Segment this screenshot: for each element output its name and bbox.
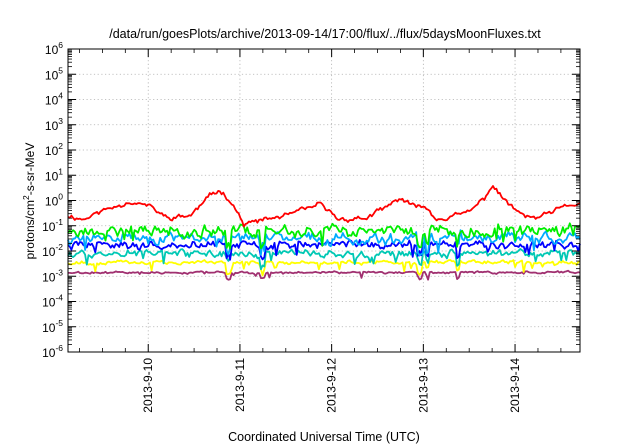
plot-frame xyxy=(67,48,581,353)
y-tick-label-base: 10 xyxy=(45,43,59,57)
y-tick-label-exponent: 5 xyxy=(58,65,63,75)
series-line xyxy=(67,185,581,228)
y-tick-label: 104 xyxy=(45,91,63,108)
y-tick-label-exponent: -2 xyxy=(55,242,63,252)
x-axis-label: Coordinated Universal Time (UTC) xyxy=(228,430,420,444)
series-line xyxy=(68,269,581,281)
x-tick-labels: 2013-9-10 2013-9-11 2013-9-12 2013-9-13 2013… xyxy=(141,358,522,413)
y-tick-labels: 10-610-510-410-310-210-11001011021031041… xyxy=(42,40,63,360)
y-tick-label-base: 10 xyxy=(45,68,59,82)
y-tick-label: 105 xyxy=(45,65,63,82)
axis-ticks xyxy=(68,48,580,353)
y-axis-label-prefix: protons/cm xyxy=(23,200,37,259)
y-tick-label-base: 10 xyxy=(45,144,59,158)
y-tick-label: 10-4 xyxy=(42,293,63,310)
y-tick-label: 10-2 xyxy=(42,242,63,259)
y-tick-label-exponent: -3 xyxy=(55,267,63,277)
x-tick-label: 2013-9-13 xyxy=(416,358,430,413)
y-tick-label-base: 10 xyxy=(42,321,56,335)
y-tick-label-base: 10 xyxy=(42,270,56,284)
series-line xyxy=(67,259,581,277)
y-tick-label-base: 10 xyxy=(45,94,59,108)
series-line xyxy=(67,247,581,271)
y-tick-label: 101 xyxy=(45,166,63,183)
y-tick-label: 102 xyxy=(45,141,63,158)
y-tick-label: 103 xyxy=(45,116,63,133)
chart-title: /data/run/goesPlots/archive/2013-09-14/1… xyxy=(109,27,541,41)
series-line xyxy=(67,222,581,250)
y-tick-label-base: 10 xyxy=(45,169,59,183)
y-tick-label-base: 10 xyxy=(42,346,56,360)
y-tick-label: 10-5 xyxy=(42,318,63,335)
y-tick-label: 106 xyxy=(45,40,63,57)
series-layer xyxy=(67,185,581,281)
y-tick-label-exponent: -1 xyxy=(55,217,63,227)
y-tick-label-base: 10 xyxy=(45,195,59,209)
y-tick-label-base: 10 xyxy=(45,119,59,133)
y-tick-label: 100 xyxy=(45,192,63,209)
y-tick-label-exponent: -6 xyxy=(55,343,63,353)
y-tick-label-exponent: 2 xyxy=(58,141,63,151)
y-tick-label-exponent: 6 xyxy=(58,40,63,50)
y-axis-label-suffix: -s-sr-MeV xyxy=(23,143,37,196)
series-line xyxy=(67,229,581,257)
y-tick-label: 10-3 xyxy=(42,267,63,284)
x-tick-label: 2013-9-11 xyxy=(233,358,247,412)
y-tick-label-exponent: 0 xyxy=(58,192,63,202)
y-tick-label-exponent: 3 xyxy=(58,116,63,126)
y-axis-label-sup: 2 xyxy=(21,195,31,200)
x-tick-label: 2013-9-14 xyxy=(508,358,522,413)
y-tick-label-base: 10 xyxy=(42,245,56,259)
y-tick-label: 10-6 xyxy=(42,343,63,360)
x-tick-label: 2013-9-12 xyxy=(325,358,339,413)
x-tick-label: 2013-9-10 xyxy=(141,358,155,413)
y-tick-label-exponent: 1 xyxy=(58,166,63,176)
y-axis-label: protons/cm2-s-sr-MeV xyxy=(21,143,37,260)
y-tick-label: 10-1 xyxy=(42,217,63,234)
y-tick-label-exponent: -5 xyxy=(55,318,63,328)
y-tick-label-base: 10 xyxy=(42,296,56,310)
y-tick-label-base: 10 xyxy=(42,220,56,234)
grid-lines xyxy=(68,49,580,352)
y-tick-label-exponent: -4 xyxy=(55,293,63,303)
y-tick-label-exponent: 4 xyxy=(58,91,63,101)
